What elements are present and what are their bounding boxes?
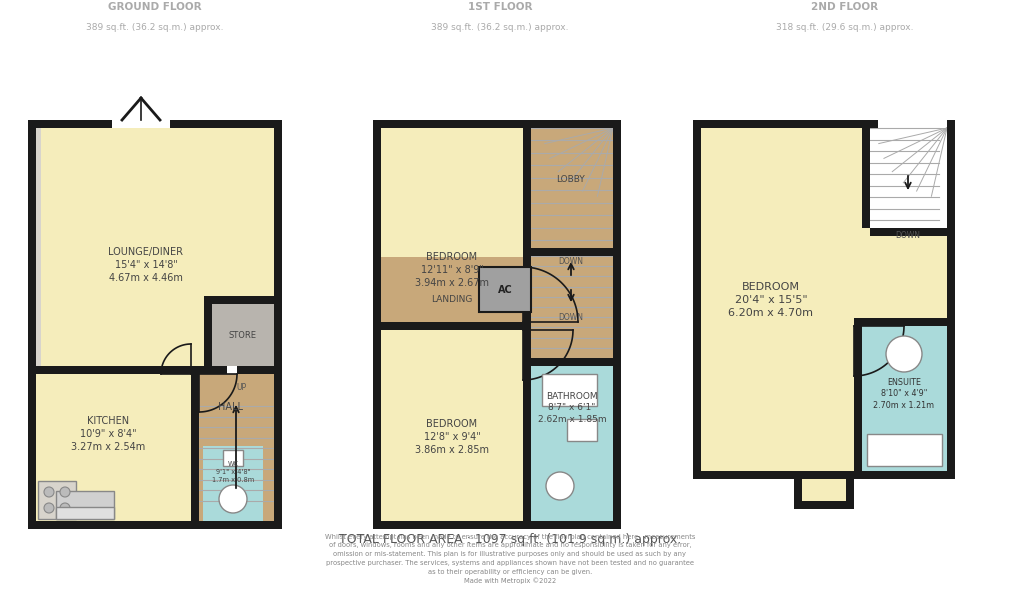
Bar bbox=[199, 374, 274, 521]
Bar bbox=[36, 128, 274, 366]
Bar bbox=[853, 318, 946, 326]
Text: WC
9'1" x 4'8"
1.7m x 0.8m: WC 9'1" x 4'8" 1.7m x 0.8m bbox=[212, 461, 254, 483]
Circle shape bbox=[886, 336, 921, 372]
Bar bbox=[38, 481, 76, 519]
Bar bbox=[523, 120, 531, 529]
Text: BEDROOM
12'8" x 9'4"
3.86m x 2.85m: BEDROOM 12'8" x 9'4" 3.86m x 2.85m bbox=[415, 419, 488, 455]
Bar bbox=[373, 120, 621, 128]
Text: DOWN: DOWN bbox=[558, 257, 583, 266]
Text: LANDING: LANDING bbox=[431, 296, 473, 304]
Bar bbox=[531, 248, 612, 256]
Bar bbox=[793, 471, 801, 509]
Text: TOTAL FLOOR AREA : 1097 sq.ft. (101.9 sq.m.) approx.: TOTAL FLOOR AREA : 1097 sq.ft. (101.9 sq… bbox=[338, 533, 681, 546]
Bar bbox=[861, 326, 946, 471]
Bar bbox=[28, 521, 281, 529]
Bar bbox=[541, 374, 596, 406]
Bar bbox=[567, 419, 596, 441]
Circle shape bbox=[44, 487, 54, 497]
Bar bbox=[801, 479, 853, 509]
Circle shape bbox=[60, 487, 70, 497]
Text: BATHROOM
8'7" x 6'1"
2.62m x 1.85m: BATHROOM 8'7" x 6'1" 2.62m x 1.85m bbox=[537, 392, 605, 424]
Text: KITCHEN
10'9" x 8'4"
3.27m x 2.54m: KITCHEN 10'9" x 8'4" 3.27m x 2.54m bbox=[70, 416, 145, 452]
Text: LOUNGE/DINER
15'4" x 14'8"
4.67m x 4.46m: LOUNGE/DINER 15'4" x 14'8" 4.67m x 4.46m bbox=[108, 247, 183, 283]
Bar bbox=[531, 128, 612, 521]
Bar bbox=[212, 304, 274, 366]
Bar bbox=[612, 120, 621, 529]
Text: HALL: HALL bbox=[218, 402, 244, 412]
Bar bbox=[56, 491, 114, 519]
Text: BEDROOM
20'4" x 15'5"
6.20m x 4.70m: BEDROOM 20'4" x 15'5" 6.20m x 4.70m bbox=[728, 282, 813, 318]
Text: DOWN: DOWN bbox=[558, 312, 583, 322]
Bar bbox=[946, 228, 954, 479]
Text: GROUND FLOOR: GROUND FLOOR bbox=[108, 2, 202, 12]
Text: UP: UP bbox=[235, 383, 246, 392]
Bar bbox=[28, 120, 281, 128]
Bar bbox=[692, 120, 877, 128]
Text: BEDROOM
12'11" x 8'9"
3.94m x 2.67m: BEDROOM 12'11" x 8'9" 3.94m x 2.67m bbox=[415, 252, 488, 288]
Bar bbox=[373, 521, 621, 529]
Bar bbox=[381, 330, 523, 521]
Bar bbox=[191, 366, 199, 529]
Bar bbox=[692, 120, 700, 479]
Text: 2ND FLOOR: 2ND FLOOR bbox=[811, 2, 877, 12]
Bar bbox=[28, 366, 227, 374]
Bar bbox=[531, 366, 612, 521]
Bar bbox=[531, 358, 612, 366]
Text: DOWN: DOWN bbox=[895, 232, 919, 241]
Bar bbox=[28, 128, 41, 366]
Text: 1ST FLOOR: 1ST FLOOR bbox=[468, 2, 532, 12]
Bar bbox=[866, 434, 942, 466]
Bar bbox=[373, 322, 523, 330]
Bar bbox=[692, 471, 954, 479]
Circle shape bbox=[44, 503, 54, 513]
Circle shape bbox=[219, 485, 247, 513]
Bar bbox=[479, 267, 531, 312]
Text: 389 sq.ft. (36.2 sq.m.) approx.: 389 sq.ft. (36.2 sq.m.) approx. bbox=[87, 23, 223, 32]
Bar bbox=[793, 501, 853, 509]
Bar bbox=[845, 471, 853, 509]
Bar bbox=[869, 228, 954, 236]
Bar bbox=[869, 128, 946, 228]
Bar bbox=[373, 120, 381, 529]
Bar bbox=[28, 120, 36, 529]
Text: 389 sq.ft. (36.2 sq.m.) approx.: 389 sq.ft. (36.2 sq.m.) approx. bbox=[431, 23, 569, 32]
Bar bbox=[274, 120, 281, 529]
Text: STORE: STORE bbox=[229, 331, 257, 340]
Bar bbox=[204, 296, 212, 366]
Circle shape bbox=[545, 472, 574, 500]
Bar bbox=[56, 507, 114, 519]
Bar bbox=[700, 128, 946, 471]
Bar bbox=[212, 304, 274, 366]
Bar bbox=[223, 450, 243, 466]
Bar bbox=[381, 257, 531, 322]
Bar bbox=[236, 366, 274, 374]
Text: LOBBY: LOBBY bbox=[556, 176, 585, 184]
Text: AC: AC bbox=[497, 285, 512, 295]
Text: ENSUITE
8'10" x 4'9"
2.70m x 1.21m: ENSUITE 8'10" x 4'9" 2.70m x 1.21m bbox=[872, 378, 933, 410]
Bar bbox=[203, 446, 263, 521]
Text: 318 sq.ft. (29.6 sq.m.) approx.: 318 sq.ft. (29.6 sq.m.) approx. bbox=[775, 23, 913, 32]
Bar bbox=[946, 120, 954, 228]
Bar bbox=[112, 120, 170, 128]
Circle shape bbox=[60, 503, 70, 513]
Bar bbox=[204, 296, 274, 304]
Bar bbox=[381, 128, 523, 322]
Bar bbox=[861, 120, 869, 228]
Bar bbox=[853, 318, 861, 471]
Bar bbox=[531, 128, 612, 248]
Bar bbox=[36, 374, 191, 521]
Bar bbox=[692, 120, 869, 128]
Text: Whilst every attempt has been made to ensure the accuracy of the floorplan conta: Whilst every attempt has been made to en… bbox=[324, 534, 695, 584]
